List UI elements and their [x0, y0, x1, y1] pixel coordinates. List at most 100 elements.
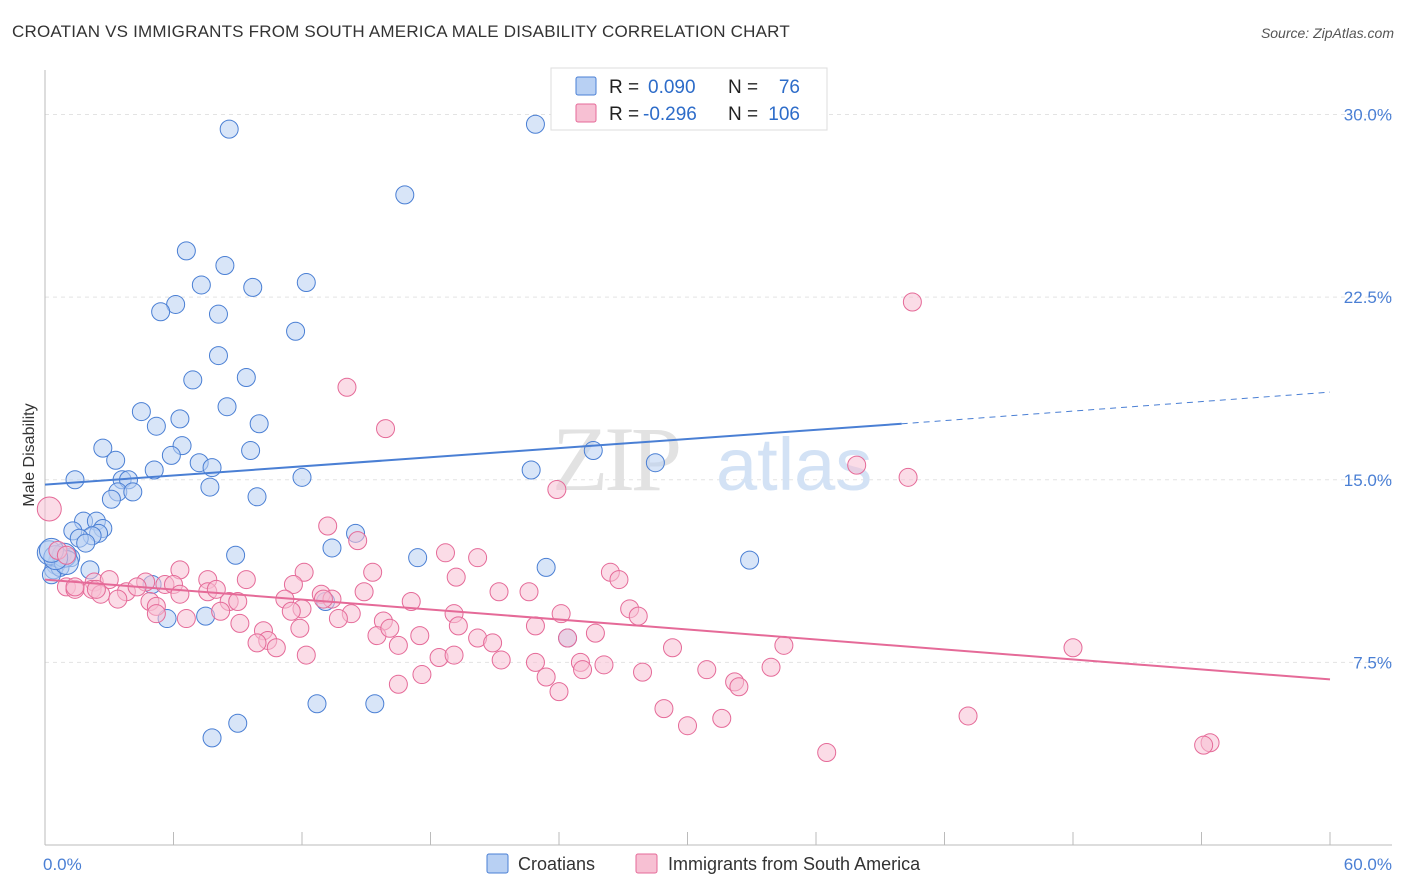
south-america-point	[712, 708, 732, 728]
croatians-point	[65, 470, 85, 490]
croatians-point	[131, 402, 151, 422]
croatians-point	[176, 241, 196, 261]
y-tick-label: 7.5%	[1353, 653, 1392, 672]
legend-swatch-blue	[575, 76, 597, 96]
south-america-point	[380, 618, 400, 638]
south-america-point	[958, 706, 978, 726]
south-america-point	[1194, 735, 1214, 755]
croatians-point	[226, 545, 246, 565]
south-america-point	[551, 604, 571, 624]
south-america-point	[56, 545, 76, 565]
south-america-point	[376, 419, 396, 439]
x-tick-label: 60.0%	[1344, 855, 1392, 874]
south-america-point	[444, 645, 464, 665]
south-america-point	[774, 635, 794, 655]
south-america-point	[558, 628, 578, 648]
south-america-point	[654, 699, 674, 719]
south-america-point	[525, 652, 545, 672]
croatians-point	[228, 713, 248, 733]
chart-title: CROATIAN VS IMMIGRANTS FROM SOUTH AMERIC…	[12, 22, 790, 41]
y-tick-label: 22.5%	[1344, 288, 1392, 307]
south-america-point	[902, 292, 922, 312]
south-america-point	[401, 592, 421, 612]
croatians-point	[365, 694, 385, 714]
croatians-point	[740, 550, 760, 570]
croatians-point	[236, 367, 256, 387]
legend-south-america-label: Immigrants from South America	[668, 854, 921, 874]
x-tick-label: 0.0%	[43, 855, 82, 874]
axes	[44, 70, 1392, 846]
croatians-point	[208, 346, 228, 366]
croatians-point	[307, 694, 327, 714]
croatians-point	[408, 548, 428, 568]
croatians-trend-extension	[901, 391, 1331, 425]
south-america-trend-line	[44, 578, 1331, 681]
x-tick-labels: 0.0% 60.0%	[43, 855, 1392, 874]
south-america-point	[410, 626, 430, 646]
gridlines	[44, 114, 1392, 845]
south-america-point	[547, 480, 567, 500]
croatians-point	[322, 538, 342, 558]
croatians-point	[191, 275, 211, 295]
south-america-point	[337, 377, 357, 397]
south-america-point	[663, 638, 683, 658]
croatians-point	[202, 728, 222, 748]
croatians-point	[395, 185, 415, 205]
croatians-point	[106, 450, 126, 470]
south-america-point	[448, 616, 468, 636]
legend-r-value: 0.090	[648, 77, 696, 98]
south-america-point	[281, 601, 301, 621]
croatians-point	[200, 477, 220, 497]
legend-croatians-swatch	[486, 853, 509, 874]
south-america-point	[290, 618, 310, 638]
legend-r-label: R =	[609, 77, 639, 98]
south-america-point	[435, 543, 455, 563]
croatians-point	[536, 557, 556, 577]
south-america-point	[170, 584, 190, 604]
legend-n-value: 106	[768, 104, 800, 125]
south-america-point	[318, 516, 338, 536]
south-america-point	[633, 662, 653, 682]
south-america-point	[363, 562, 383, 582]
legend-swatch-pink	[575, 103, 597, 123]
croatians-point	[170, 409, 190, 429]
watermark-atlas: atlas	[716, 423, 872, 506]
south-america-point	[354, 582, 374, 602]
croatians-point	[93, 438, 113, 458]
croatians-point	[645, 453, 665, 473]
legend-croatians-label: Croatians	[518, 854, 595, 874]
south-america-point	[328, 609, 348, 629]
south-america-point	[609, 570, 629, 590]
croatians-point	[101, 489, 121, 509]
stats-legend-box	[550, 67, 828, 131]
south-america-point	[247, 633, 267, 653]
croatians-point	[151, 302, 171, 322]
croatians-point	[123, 482, 143, 502]
south-america-point	[283, 574, 303, 594]
legend-r-label: R =	[609, 104, 639, 125]
south-america-point	[146, 604, 166, 624]
south-america-point	[108, 589, 128, 609]
south-america-point	[491, 650, 511, 670]
south-america-point	[761, 657, 781, 677]
croatians-point	[144, 460, 164, 480]
croatians-point	[525, 114, 545, 134]
south-america-point	[549, 682, 569, 702]
legend-r-value: -0.296	[643, 104, 697, 125]
south-america-point	[628, 606, 648, 626]
south-america-point	[519, 582, 539, 602]
south-america-point	[230, 613, 250, 633]
trend-lines	[44, 391, 1331, 681]
south-america-point	[313, 589, 333, 609]
series-south-america-points	[36, 292, 1220, 762]
south-america-point	[388, 674, 408, 694]
legend-n-label: N =	[728, 104, 758, 125]
south-america-point	[266, 638, 286, 658]
south-america-point	[348, 531, 368, 551]
south-america-point	[678, 716, 697, 736]
croatians-point	[249, 414, 269, 434]
croatians-point	[292, 467, 312, 487]
croatians-point	[521, 460, 541, 480]
south-america-point	[697, 660, 717, 680]
